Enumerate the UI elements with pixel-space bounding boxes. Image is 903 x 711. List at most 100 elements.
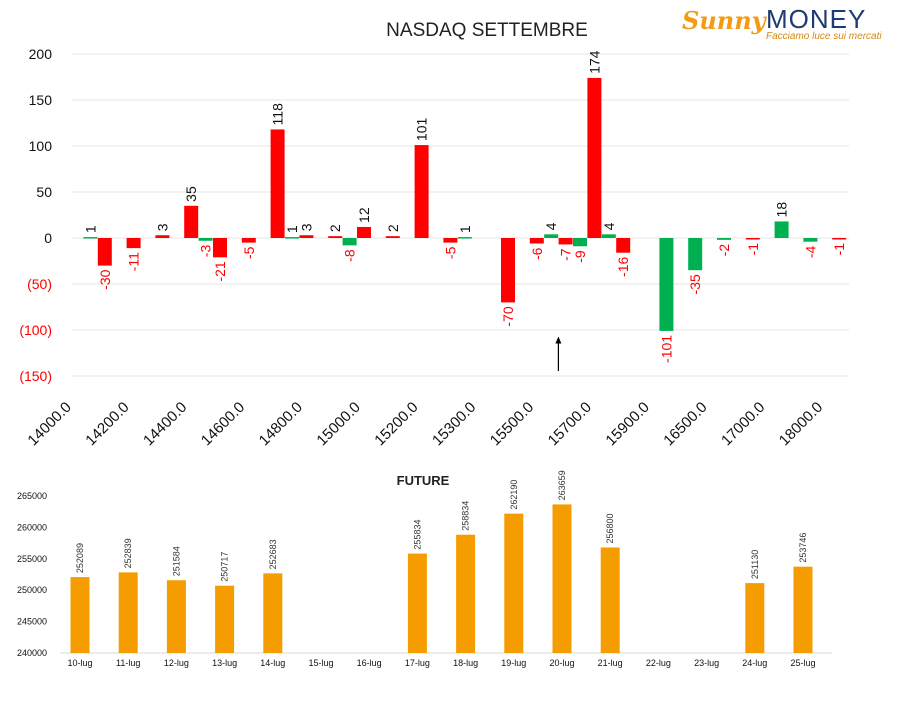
x-tick-label: 22-lug (646, 658, 671, 668)
bar (97, 238, 112, 266)
data-label: 4 (543, 222, 559, 230)
bar (717, 238, 731, 240)
bar (774, 221, 789, 238)
data-label: -4 (802, 245, 818, 258)
data-label: 18 (774, 202, 790, 218)
arrow-head (555, 336, 562, 344)
bar (688, 238, 703, 271)
data-label: 253746 (798, 533, 808, 563)
data-label: 174 (586, 50, 602, 74)
data-label: -3 (198, 245, 214, 258)
x-tick-label: 13-lug (212, 658, 237, 668)
x-tick-label: 21-lug (598, 658, 623, 668)
x-tick-label: 14000.0 (24, 399, 74, 449)
x-tick-label: 18000.0 (776, 399, 826, 449)
data-label: -70 (500, 306, 516, 326)
y-tick-label: 255000 (17, 554, 47, 564)
data-label: -11 (126, 252, 142, 271)
x-tick-label: 15000.0 (313, 399, 363, 449)
data-label: 255834 (412, 520, 422, 550)
bar (457, 237, 472, 239)
bar (414, 145, 429, 238)
bar (832, 238, 847, 240)
bar (155, 235, 170, 238)
data-label: -21 (212, 261, 228, 281)
bar (385, 236, 400, 238)
y-tick-label: 200 (29, 46, 53, 62)
y-tick-label: (100) (19, 322, 52, 338)
x-tick-label: 14800.0 (256, 399, 306, 449)
data-label: 118 (270, 103, 286, 126)
y-tick-label: 240000 (17, 648, 47, 658)
x-tick-label: 25-lug (790, 658, 815, 668)
data-label: 4 (601, 222, 617, 230)
bar (601, 234, 616, 238)
data-label: -8 (342, 249, 358, 262)
data-label: -1 (745, 243, 761, 256)
data-label: 256800 (605, 513, 615, 543)
bar (544, 234, 559, 238)
bar (285, 237, 299, 239)
x-tick-label: 19-lug (501, 658, 526, 668)
bar (793, 566, 813, 653)
data-label: -2 (716, 244, 732, 257)
bar (270, 129, 285, 238)
x-tick-label: 15200.0 (371, 399, 421, 449)
y-tick-label: 150 (29, 92, 53, 108)
data-label: 252683 (268, 539, 278, 569)
data-label: -7 (558, 248, 574, 261)
bar (573, 238, 587, 247)
y-tick-label: 260000 (17, 522, 47, 532)
y-tick-label: 0 (44, 230, 52, 246)
data-label: 252089 (75, 543, 85, 573)
chart2-title: FUTURE (397, 473, 450, 488)
chart1-title: NASDAQ SETTEMBRE (386, 20, 588, 41)
data-label: -6 (529, 247, 545, 260)
bar (407, 553, 427, 653)
x-tick-label: 15300.0 (429, 399, 479, 449)
bar (587, 77, 602, 238)
data-label: -101 (658, 335, 674, 363)
data-label: 252839 (123, 538, 133, 568)
data-label: -16 (615, 257, 631, 277)
y-tick-label: (150) (19, 368, 52, 384)
x-tick-label: 14-lug (260, 658, 285, 668)
data-label: -30 (97, 269, 113, 289)
x-tick-label: 14200.0 (82, 399, 132, 449)
data-label: 3 (154, 223, 170, 231)
data-label: -35 (687, 274, 703, 294)
bar (552, 504, 572, 653)
y-tick-label: 100 (29, 138, 53, 154)
data-label: 1 (457, 225, 473, 233)
data-label: -1 (831, 243, 847, 256)
y-tick-label: 250000 (17, 585, 47, 595)
bar (166, 580, 186, 653)
x-tick-label: 24-lug (742, 658, 767, 668)
x-tick-label: 15900.0 (602, 399, 652, 449)
bar (659, 238, 674, 331)
bar (803, 238, 818, 242)
x-tick-label: 18-lug (453, 658, 478, 668)
data-label: 250717 (220, 552, 230, 582)
x-tick-label: 16500.0 (660, 399, 710, 449)
data-label: 251584 (171, 546, 181, 576)
x-tick-label: 20-lug (549, 658, 574, 668)
y-tick-label: (50) (27, 276, 52, 292)
y-tick-label: 265000 (17, 491, 47, 501)
data-label: 12 (356, 207, 372, 223)
data-label: 35 (183, 186, 199, 202)
data-label: 2 (385, 224, 401, 232)
bar (126, 238, 141, 249)
data-label: 2 (327, 224, 343, 232)
data-label: 251130 (750, 550, 760, 579)
bar (443, 238, 458, 243)
y-tick-label: 245000 (17, 617, 47, 627)
sunny-money-logo: Sunny MONEY Facciamo luce sui mercati (682, 4, 882, 42)
bar (118, 572, 138, 653)
data-label: -5 (241, 246, 257, 259)
x-tick-label: 15700.0 (545, 399, 595, 449)
bar (357, 226, 371, 238)
data-label: 263659 (557, 470, 567, 500)
x-tick-label: 12-lug (164, 658, 189, 668)
data-label: 101 (414, 118, 430, 142)
